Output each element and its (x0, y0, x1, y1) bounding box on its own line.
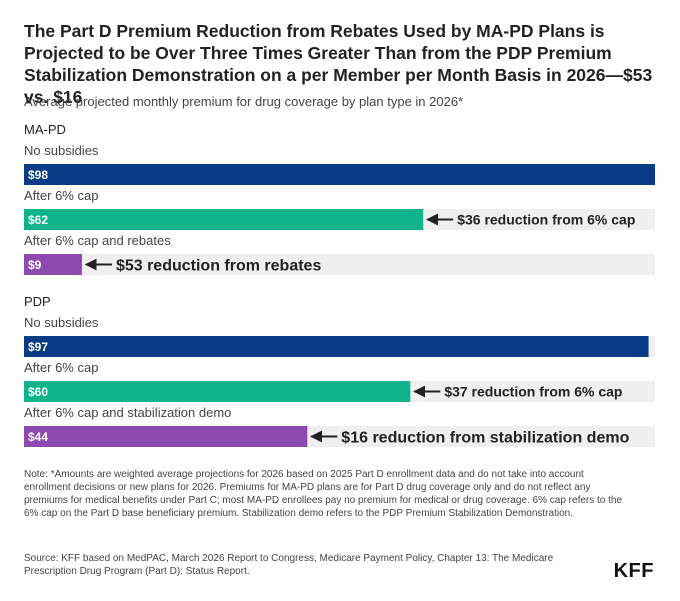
annotation-label: $53 reduction from rebates (116, 258, 322, 275)
data-label: $98 (28, 168, 48, 182)
category-label: No subsidies (24, 315, 99, 330)
data-label: $44 (28, 430, 48, 444)
data-label: $9 (28, 258, 42, 272)
bar (24, 164, 655, 185)
category-label: No subsidies (24, 143, 99, 158)
bar (24, 381, 411, 402)
data-label: $97 (28, 340, 48, 354)
annotation-label: $16 reduction from stabilization demo (341, 430, 629, 447)
annotation-label: $36 reduction from 6% cap (457, 212, 635, 228)
bar (24, 209, 424, 230)
chart-note: Note: *Amounts are weighted average proj… (24, 469, 623, 519)
category-label: After 6% cap (24, 188, 98, 203)
bar (24, 426, 308, 447)
data-label: $60 (28, 385, 48, 399)
bar-track (24, 254, 655, 275)
category-label: After 6% cap (24, 360, 98, 375)
chart-subtitle: Average projected monthly premium for dr… (24, 94, 464, 109)
data-label: $62 (28, 213, 48, 227)
bar (24, 336, 649, 357)
category-label: After 6% cap and rebates (24, 233, 171, 248)
chart-title: The Part D Premium Reduction from Rebate… (24, 21, 653, 107)
category-label: After 6% cap and stabilization demo (24, 405, 231, 420)
chart-source: Source: KFF based on MedPAC, March 2026 … (24, 553, 554, 577)
kff-logo: KFF (613, 560, 654, 582)
group-label: PDP (24, 294, 51, 309)
annotation-label: $37 reduction from 6% cap (444, 384, 622, 400)
group-label: MA-PD (24, 122, 66, 137)
bar (24, 254, 82, 275)
